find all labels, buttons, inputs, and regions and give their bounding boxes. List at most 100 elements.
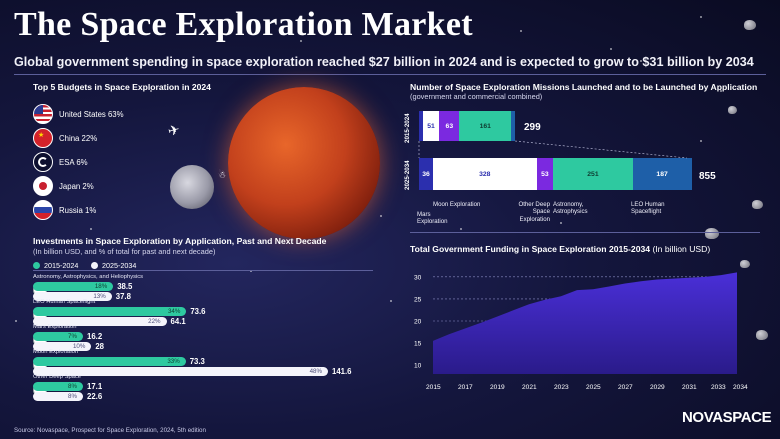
mission-label-moon: Moon Exploration: [433, 201, 481, 208]
bar-percent-label: 13%: [93, 293, 106, 300]
asteroid-icon: [752, 200, 763, 209]
investment-category-label: Moon Exploration: [33, 349, 79, 355]
star-dot: [610, 48, 612, 50]
x-tick-label: 2023: [554, 384, 569, 391]
asteroid-icon: [756, 330, 768, 340]
y-tick-label: 20: [414, 319, 422, 326]
star-dot: [300, 40, 302, 42]
page-subtitle: Global government spending in space expl…: [14, 55, 754, 69]
bar-value-label: 17.1: [87, 382, 103, 391]
x-tick-label: 2031: [682, 384, 697, 391]
star-dot: [390, 300, 392, 302]
x-tick-label: 2021: [522, 384, 537, 391]
star-dot: [250, 270, 252, 272]
bar-value-label: 22.6: [87, 392, 103, 401]
mission-label-leo: LEO Human Spaceflight: [631, 201, 665, 216]
legend-past: 2015-2024: [33, 261, 78, 270]
mission-segment: 187: [632, 158, 692, 190]
mission-label-astro: Astronomy, Astrophysics: [553, 201, 588, 216]
bar-2025-2034: 10%: [33, 342, 92, 351]
star-dot: [560, 222, 562, 224]
budget-item-china: ★ China 22%: [33, 127, 183, 149]
esa-logo-icon: [33, 152, 53, 172]
bar-value-label: 73.3: [189, 357, 205, 366]
bar-value-label: 16.2: [87, 332, 103, 341]
investments-divider: [33, 270, 373, 271]
bar-percent-label: 48%: [309, 368, 322, 375]
x-tick-label: 2015: [426, 384, 441, 391]
period-label-next: 2025-2034: [404, 160, 411, 190]
bar-value-label: 37.8: [115, 292, 131, 301]
y-tick-label: 10: [414, 363, 422, 370]
bar-2015-2024: 33%: [33, 357, 186, 366]
star-dot: [720, 90, 722, 92]
mars-planet-icon: [228, 87, 380, 239]
x-tick-label: 2019: [490, 384, 505, 391]
bar-value-label: 73.6: [190, 307, 206, 316]
missions-total-next: 855: [699, 171, 716, 182]
funding-title-text: Total Government Funding in Space Explor…: [410, 244, 651, 254]
budget-label: ESA 6%: [59, 157, 88, 167]
mission-segment: [511, 111, 515, 141]
budget-item-esa: ESA 6%: [33, 151, 183, 173]
missions-subtitle: (government and commercial combined): [410, 92, 543, 101]
page-title: The Space Exploration Market: [14, 6, 473, 43]
bar-value-label: 28: [95, 342, 105, 351]
budget-label: Japan 2%: [59, 181, 94, 191]
bar-2025-2034: 22%: [33, 317, 167, 326]
bar-value-label: 38.5: [117, 282, 133, 291]
bar-2025-2034: 13%: [33, 292, 112, 301]
period-label-past: 2015-2024: [404, 113, 411, 143]
missions-title: Number of Space Exploration Missions Lau…: [410, 82, 758, 92]
mission-segment: 328: [433, 158, 537, 190]
funding-unit: (In billion USD): [652, 244, 711, 254]
mission-label-mars: Mars Exploration: [417, 211, 448, 226]
star-dot: [150, 90, 152, 92]
bar-percent-label: 10%: [72, 343, 86, 350]
star-dot: [460, 228, 462, 230]
bar-percent-label: 33%: [167, 358, 180, 365]
china-flag-icon: ★: [33, 128, 53, 148]
moon-icon: [170, 165, 214, 209]
bar-2015-2024: 18%: [33, 282, 114, 291]
mission-segment: 36: [419, 158, 433, 190]
mission-segment: 251: [553, 158, 633, 190]
asteroid-icon: [740, 260, 750, 268]
bar-2025-2034: 8%: [33, 392, 83, 401]
bar-2015-2024: 34%: [33, 307, 187, 316]
star-dot: [90, 228, 92, 230]
mission-segment: 53: [536, 158, 554, 190]
header-divider: [14, 74, 766, 75]
investment-category-label: Astronomy, Astrophysics, and Heliophysic…: [33, 274, 144, 280]
budget-label: China 22%: [59, 133, 98, 143]
bar-percent-label: 7%: [68, 333, 77, 340]
mission-connector-lines: [418, 140, 688, 159]
x-tick-label: 2027: [618, 384, 633, 391]
mission-segment: [419, 111, 423, 141]
x-tick-label: 2017: [458, 384, 473, 391]
novaspace-logo: NOVASPACE: [682, 409, 772, 426]
bar-value-label: 141.6: [332, 367, 352, 376]
asteroid-icon: [744, 20, 756, 30]
investment-category-label: LEO Human Spaceflight: [33, 299, 96, 305]
bar-percent-label: 22%: [148, 318, 161, 325]
legend-next: 2025-2034: [91, 261, 136, 270]
star-dot: [700, 140, 702, 142]
us-flag-icon: [33, 104, 53, 124]
y-tick-label: 15: [414, 341, 422, 348]
bar-percent-label: 34%: [167, 308, 181, 315]
star-dot: [520, 30, 522, 32]
budget-label: Russia 1%: [59, 205, 97, 215]
legend-label: 2015-2024: [44, 261, 79, 270]
x-tick-label: 2025: [586, 384, 601, 391]
budget-label: United States 63%: [59, 109, 124, 119]
legend-swatch: [91, 262, 98, 269]
star-dot: [380, 215, 382, 217]
investment-category-label: Other Deep Space: [33, 374, 82, 380]
funding-area: [433, 272, 737, 374]
y-tick-label: 30: [414, 274, 422, 281]
x-tick-label: 2029: [650, 384, 665, 391]
bar-2025-2034: 48%: [33, 367, 328, 376]
mission-segment: 63: [439, 111, 460, 141]
